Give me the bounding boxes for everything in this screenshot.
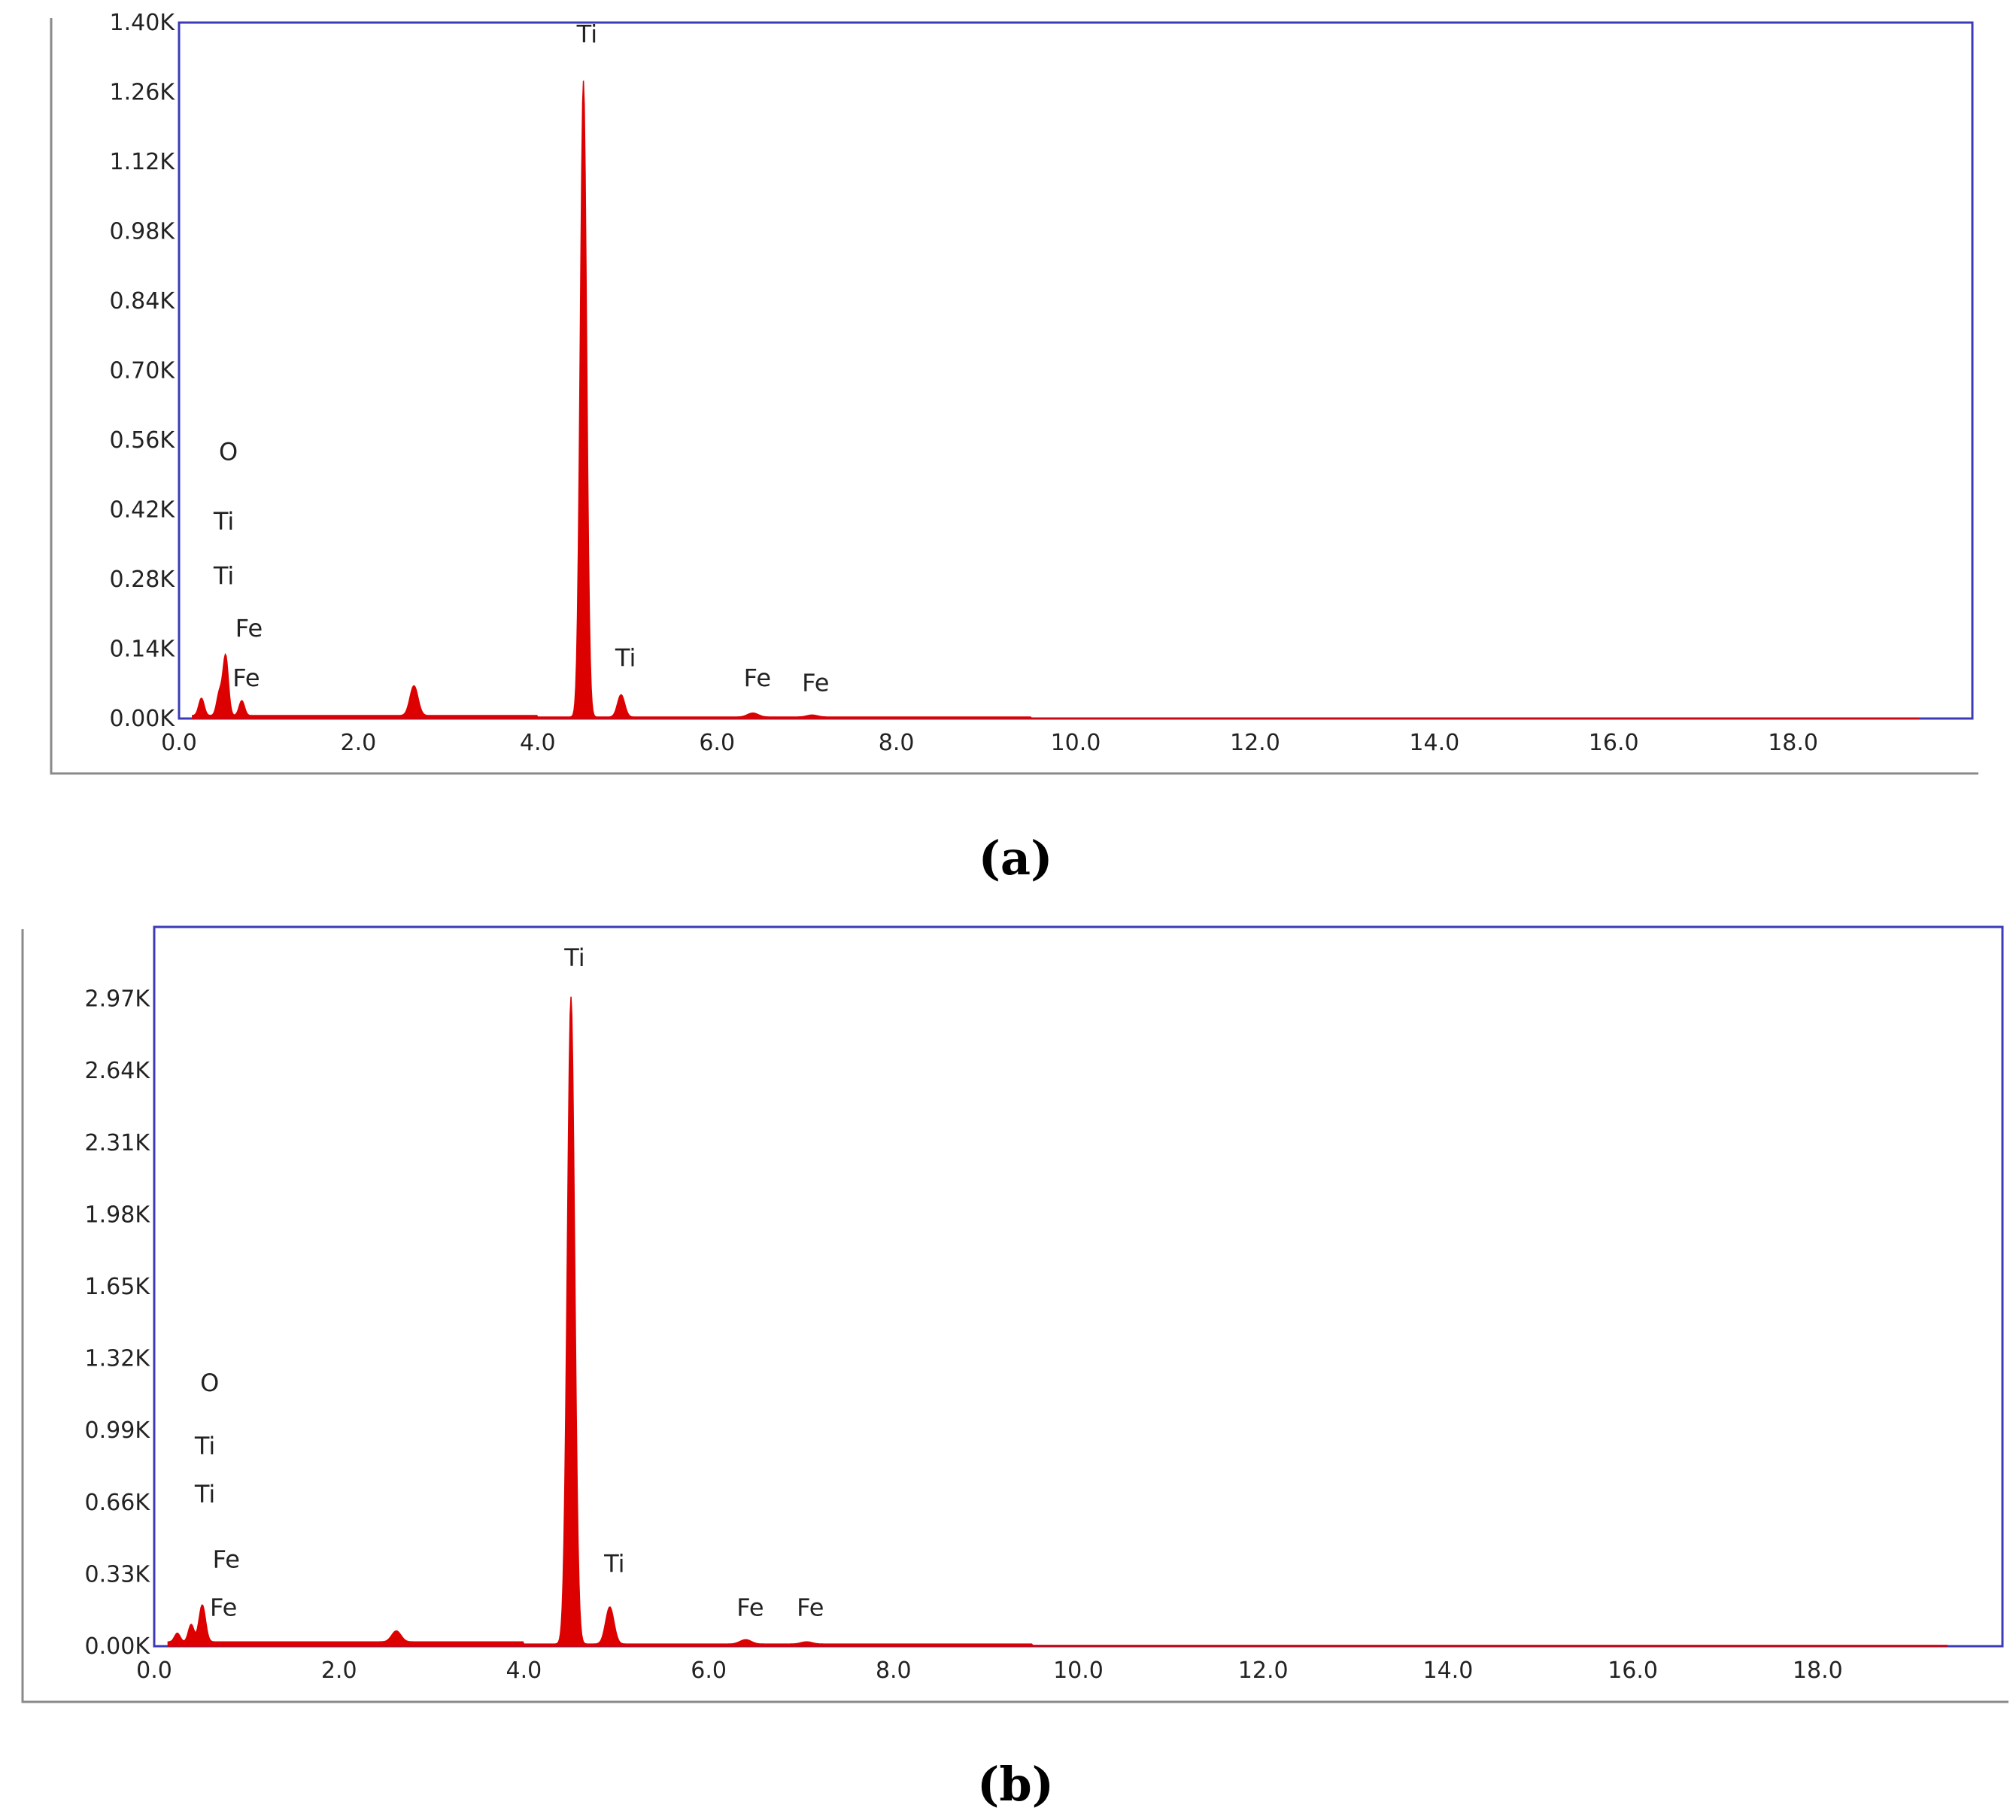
x-tick-label: 4.0 bbox=[506, 1657, 542, 1684]
spectrum-panel-a: 0.00K 0.14K 0.28K 0.42K 0.56K 0.70K 0.84K 0.98K… bbox=[50, 10, 1978, 886]
y-tick-label: 0.14K bbox=[110, 637, 176, 663]
spectrum-series bbox=[192, 81, 1920, 719]
peak-label: Fe bbox=[802, 669, 829, 697]
panel-outer-frame bbox=[50, 18, 1978, 775]
y-tick-label: 0.56K bbox=[110, 427, 176, 454]
peak-label: Ti bbox=[576, 20, 597, 48]
plot-area-frame bbox=[153, 925, 2004, 1648]
y-tick-label: 0.70K bbox=[110, 358, 176, 384]
peak-label: Ti bbox=[563, 943, 584, 972]
y-tick-label: 0.99K bbox=[85, 1417, 151, 1444]
plot-area-frame bbox=[178, 21, 1974, 720]
y-tick-label: 1.32K bbox=[85, 1346, 151, 1372]
y-tick-label: 0.00K bbox=[110, 706, 176, 732]
y-tick-label: 0.33K bbox=[85, 1561, 151, 1588]
x-tick-label: 16.0 bbox=[1589, 730, 1639, 756]
peak-label: Fe bbox=[210, 1593, 237, 1621]
peak-label: Fe bbox=[235, 614, 263, 643]
peak-label: Fe bbox=[736, 1593, 764, 1621]
spectrum-series bbox=[167, 996, 1948, 1647]
y-tick-label: 0.42K bbox=[110, 497, 176, 524]
peak-label: Fe bbox=[213, 1545, 240, 1574]
peak-label: Ti bbox=[194, 1432, 215, 1460]
y-tick-label: 1.65K bbox=[85, 1274, 151, 1300]
y-tick-label: 0.00K bbox=[85, 1633, 151, 1660]
peak-label: O bbox=[219, 437, 238, 466]
x-tick-label: 12.0 bbox=[1238, 1657, 1289, 1684]
peak-label: Fe bbox=[232, 664, 260, 692]
x-tick-label: 8.0 bbox=[876, 1657, 912, 1684]
y-tick-label: 0.28K bbox=[110, 567, 176, 593]
x-tick-label: 2.0 bbox=[321, 1657, 357, 1684]
peak-label: Ti bbox=[213, 562, 234, 591]
x-tick-label: 12.0 bbox=[1230, 730, 1280, 756]
panel-outer-frame bbox=[21, 929, 2008, 1703]
peak-label: Fe bbox=[797, 1593, 824, 1621]
peak-label: O bbox=[200, 1369, 219, 1397]
panel-label: (b) bbox=[977, 1757, 1054, 1812]
x-tick-label: 6.0 bbox=[691, 1657, 727, 1684]
panel-label: (a) bbox=[979, 831, 1053, 886]
x-tick-label: 18.0 bbox=[1793, 1657, 1843, 1684]
y-tick-label: 0.84K bbox=[110, 288, 176, 314]
x-tick-label: 2.0 bbox=[341, 730, 377, 756]
x-tick-label: 16.0 bbox=[1608, 1657, 1658, 1684]
y-tick-label: 1.40K bbox=[110, 10, 176, 36]
y-tick-label: 0.98K bbox=[110, 219, 176, 245]
y-tick-label: 1.12K bbox=[110, 149, 176, 175]
y-tick-label: 2.31K bbox=[85, 1130, 151, 1156]
y-tick-label: 1.98K bbox=[85, 1202, 151, 1228]
peak-label: Ti bbox=[615, 644, 636, 673]
x-tick-label: 4.0 bbox=[520, 730, 556, 756]
x-tick-label: 10.0 bbox=[1051, 730, 1101, 756]
x-tick-label: 6.0 bbox=[699, 730, 735, 756]
y-tick-label: 0.66K bbox=[85, 1490, 151, 1516]
spectrum-panel-b: 0.00K 0.33K 0.66K 0.99K 1.32K 1.65K 1.98K 2.31K… bbox=[21, 925, 2008, 1812]
y-tick-label: 1.26K bbox=[110, 80, 176, 106]
x-tick-label: 10.0 bbox=[1053, 1657, 1104, 1684]
y-tick-label: 2.97K bbox=[85, 986, 151, 1013]
x-tick-label: 18.0 bbox=[1768, 730, 1818, 756]
peak-label: Ti bbox=[603, 1550, 624, 1578]
x-tick-label: 14.0 bbox=[1423, 1657, 1474, 1684]
x-tick-label: 0.0 bbox=[136, 1657, 172, 1684]
peak-label: Fe bbox=[744, 664, 771, 692]
x-tick-label: 0.0 bbox=[161, 730, 197, 756]
x-tick-label: 8.0 bbox=[879, 730, 915, 756]
y-tick-label: 2.64K bbox=[85, 1058, 151, 1084]
peak-label: Ti bbox=[213, 507, 234, 536]
peak-label: Ti bbox=[194, 1480, 215, 1509]
x-tick-label: 14.0 bbox=[1409, 730, 1459, 756]
